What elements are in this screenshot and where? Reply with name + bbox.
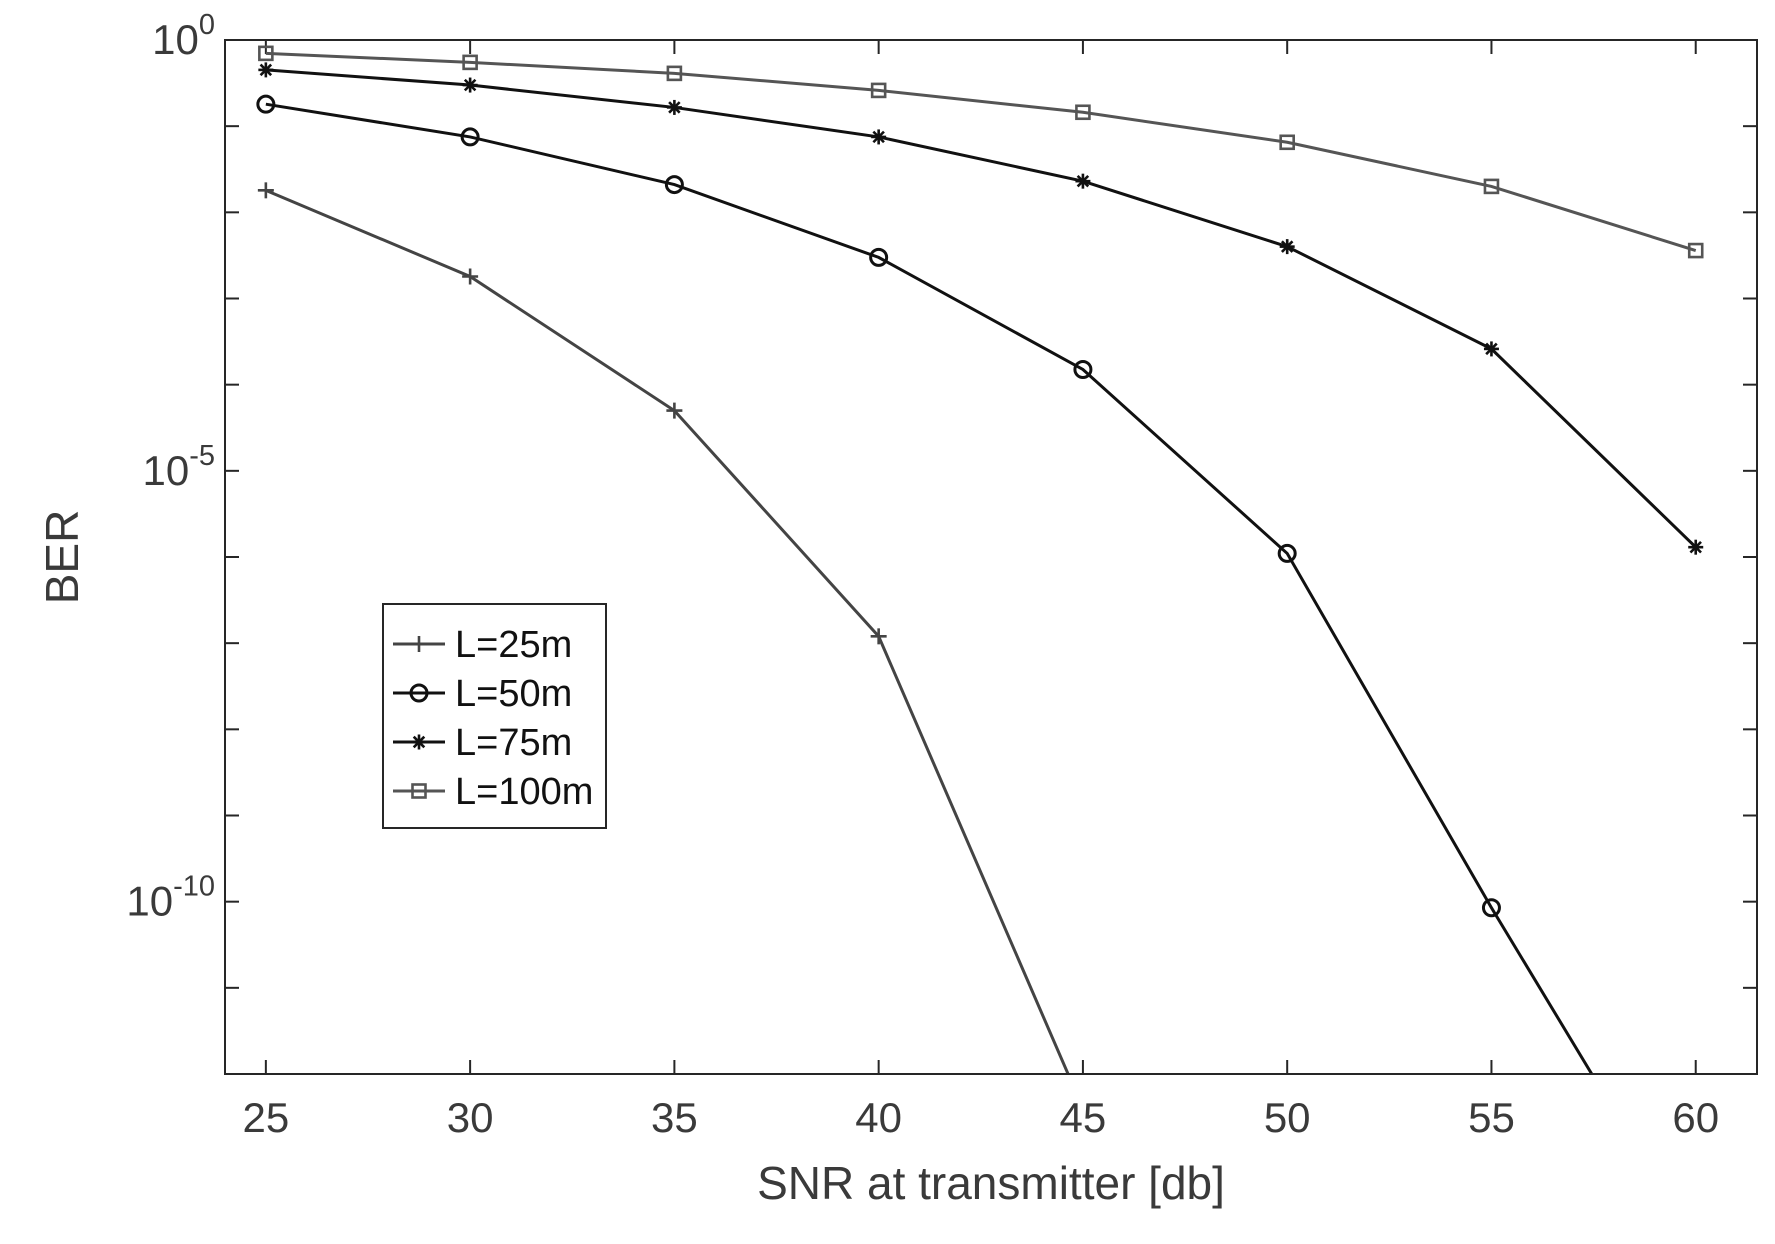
data-point: [1075, 173, 1091, 189]
legend-label: L=100m: [455, 771, 593, 813]
y-tick-base: 10: [126, 878, 173, 925]
data-point: [664, 175, 684, 195]
y-tick-label: 10-5: [142, 440, 215, 494]
square-marker: [1075, 104, 1091, 121]
asterisk-marker-stroke: [1280, 240, 1294, 253]
legend-item: L=75m: [393, 722, 572, 764]
data-point: [870, 628, 887, 645]
circle-marker: [256, 94, 276, 114]
legend-item: L=25m: [393, 624, 572, 666]
series-lines: [265, 51, 1697, 1074]
circle-marker: [1481, 898, 1501, 918]
data-point: [258, 62, 274, 78]
legend-marker: [411, 783, 427, 799]
asterisk-marker-stroke: [412, 735, 426, 749]
circle-marker: [1277, 543, 1297, 563]
square-marker: [411, 783, 427, 799]
data-point: [1277, 543, 1297, 563]
legend-item: L=100m: [393, 771, 593, 813]
square-marker: [666, 65, 683, 82]
data-point: [869, 247, 889, 267]
data-point: [666, 65, 683, 82]
axis-ticks: [225, 39, 1757, 1075]
legend: L=25m L=50m L=75m L=100m: [382, 603, 607, 829]
data-point: [460, 127, 480, 147]
plot-frame: [224, 39, 1758, 1075]
square-marker: [1483, 178, 1500, 195]
data-point: [257, 182, 274, 199]
data-point: [1483, 178, 1500, 195]
y-tick-exponent: -5: [189, 440, 215, 472]
x-tick-label: 45: [1060, 1094, 1107, 1141]
data-point: [1687, 242, 1704, 259]
data-point: [1279, 239, 1295, 255]
y-axis-title: BER: [36, 510, 88, 605]
plot-background: [225, 40, 1757, 1074]
x-tick-label: 60: [1672, 1094, 1719, 1141]
square-marker: [870, 82, 887, 99]
data-point: [462, 77, 478, 93]
asterisk-marker-stroke: [1076, 174, 1090, 188]
legend-label: L=50m: [455, 673, 572, 715]
x-tick-label: 40: [855, 1094, 902, 1141]
series-line-l100m: [265, 51, 1697, 252]
circle-marker: [869, 247, 889, 267]
data-point: [462, 268, 479, 285]
data-point: [1279, 134, 1295, 151]
data-point: [462, 54, 478, 71]
data-point: [666, 402, 683, 419]
legend-marker: [411, 734, 427, 750]
data-point: [666, 99, 682, 115]
circle-marker: [409, 683, 429, 703]
data-point: [870, 82, 887, 99]
y-tick-base: 10: [142, 447, 189, 494]
data-point: [871, 129, 887, 145]
data-point: [1688, 539, 1704, 555]
y-tick-label: 10-10: [126, 871, 215, 925]
data-point: [258, 45, 274, 62]
series-line-l50m: [265, 102, 1594, 1074]
data-point: [1075, 104, 1091, 121]
square-marker: [258, 45, 274, 62]
y-tick-base: 10: [152, 16, 199, 63]
asterisk-marker-stroke: [1689, 540, 1702, 554]
square-marker: [1279, 134, 1295, 151]
circle-marker: [1073, 359, 1093, 379]
y-tick-exponent: 0: [199, 9, 215, 41]
y-tick-exponent: -10: [173, 871, 215, 903]
x-axis-title: SNR at transmitter [db]: [757, 1157, 1225, 1209]
legend-label: L=75m: [455, 722, 572, 764]
square-marker: [462, 54, 478, 71]
circle-marker: [460, 127, 480, 147]
data-point: [1481, 898, 1501, 918]
legend-item: L=50m: [393, 673, 572, 715]
data-point: [256, 94, 276, 114]
asterisk-marker-stroke: [872, 130, 885, 144]
x-tick-labels: 25 30 35 40 45 50 55 60: [242, 1094, 1719, 1141]
legend-marker: [409, 683, 429, 703]
x-tick-label: 55: [1468, 1094, 1515, 1141]
circle-marker: [664, 175, 684, 195]
x-tick-label: 35: [651, 1094, 698, 1141]
asterisk-marker-stroke: [668, 101, 681, 114]
legend-label: L=25m: [455, 624, 572, 666]
asterisk-marker-stroke: [463, 78, 477, 92]
asterisk-marker-stroke: [259, 63, 273, 77]
series-line-l75m: [265, 68, 1697, 549]
x-tick-label: 30: [447, 1094, 494, 1141]
series-markers: [256, 45, 1704, 918]
legend-marker: [411, 636, 427, 652]
y-tick-label: 100: [152, 9, 215, 63]
data-point: [1073, 359, 1093, 379]
square-marker: [1687, 242, 1704, 259]
asterisk-marker-stroke: [1485, 342, 1498, 356]
x-tick-label: 25: [242, 1094, 289, 1141]
x-tick-label: 50: [1264, 1094, 1311, 1141]
data-point: [1483, 341, 1499, 357]
